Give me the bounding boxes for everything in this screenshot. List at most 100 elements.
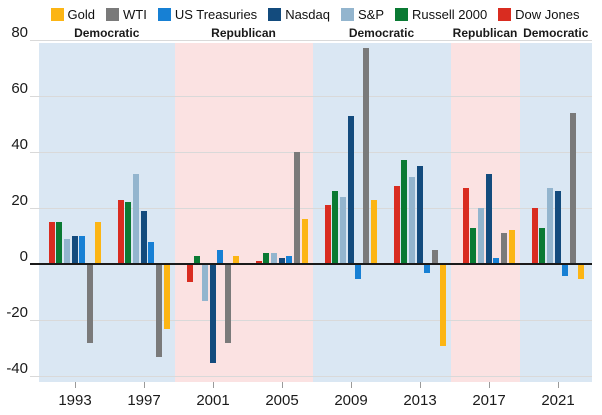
bar-us-treasuries-2013 [424, 265, 431, 274]
gridline [30, 376, 592, 377]
legend-item-us-treasuries: US Treasuries [157, 6, 258, 22]
bar-us-treasuries-2005 [286, 255, 293, 264]
legend-label: US Treasuries [174, 6, 258, 22]
y-axis-tick-label: -40 [6, 360, 28, 377]
legend-item-wti: WTI [105, 6, 147, 22]
party-band-republican [174, 43, 313, 382]
x-axis-tick-label: 2017 [472, 392, 506, 409]
legend-label: Dow Jones [515, 6, 580, 22]
legend-swatch-us-treasuries-icon [157, 7, 171, 21]
legend-label: WTI [122, 6, 147, 22]
legend-item-russell-2000: Russell 2000 [395, 7, 487, 22]
bar-us-treasuries-2001 [217, 250, 224, 264]
party-label: Republican [211, 26, 276, 40]
bar-wti-2001 [225, 265, 231, 344]
bar-nasdaq-2013 [416, 166, 423, 264]
bar-us-treasuries-2009 [355, 265, 362, 279]
bar-s-p-2005 [270, 252, 277, 264]
bar-wti-2009 [363, 48, 369, 264]
bar-russell-2000-2001 [194, 255, 201, 264]
bar-s-p-2017 [477, 208, 484, 264]
x-axis-tick-label: 2021 [541, 392, 575, 409]
bar-dow-jones-2017 [462, 188, 469, 264]
legend-item-gold: Gold [50, 6, 95, 22]
bar-russell-2000-2005 [263, 252, 270, 264]
legend-swatch-wti-icon [105, 7, 119, 21]
bar-wti-2013 [432, 250, 438, 264]
y-axis-tick-label: -20 [6, 304, 28, 321]
bar-dow-jones-2009 [324, 205, 331, 264]
bar-russell-2000-2017 [470, 227, 477, 264]
legend-item-dow-jones: Dow Jones [498, 7, 579, 22]
y-axis-tick-label: 0 [19, 248, 28, 265]
gridline [30, 320, 592, 321]
bar-us-treasuries-1993 [79, 236, 86, 264]
bar-nasdaq-2001 [209, 265, 216, 363]
party-label: Democratic [348, 26, 415, 40]
x-axis-tick-label: 1997 [127, 392, 161, 409]
x-axis-tick-label: 2009 [334, 392, 368, 409]
bar-dow-jones-2005 [255, 261, 262, 264]
party-label: Republican [452, 26, 518, 40]
bar-s-p-2001 [201, 265, 208, 302]
bar-gold-2017 [508, 230, 515, 264]
y-axis-tick-label: 80 [11, 24, 28, 41]
bar-dow-jones-2001 [186, 265, 193, 282]
bar-wti-2005 [294, 152, 300, 264]
bar-nasdaq-1993 [71, 236, 78, 264]
x-axis-tick [489, 382, 490, 388]
bar-gold-2021 [577, 265, 584, 279]
bar-nasdaq-2005 [278, 258, 285, 264]
bar-wti-2017 [501, 233, 507, 264]
party-label: Democratic [74, 26, 140, 40]
zero-axis-line [30, 263, 592, 265]
bar-gold-2013 [439, 265, 446, 347]
legend-item-s-p: S&P [341, 7, 384, 22]
legend-swatch-gold-icon [50, 7, 64, 21]
bar-dow-jones-1997 [117, 199, 124, 264]
x-axis-tick [282, 382, 283, 388]
bar-dow-jones-2021 [531, 208, 538, 264]
bar-gold-1993 [94, 222, 101, 264]
x-axis-tick-label: 2001 [196, 392, 230, 409]
bar-s-p-1993 [63, 238, 70, 264]
party-band-republican [450, 43, 520, 382]
legend-label: Gold [67, 6, 95, 22]
x-axis-tick [75, 382, 76, 388]
legend-item-nasdaq: Nasdaq [268, 7, 330, 22]
bar-gold-2001 [232, 255, 239, 264]
bar-russell-2000-2013 [401, 160, 408, 264]
gridline [30, 208, 592, 209]
bar-russell-2000-2021 [539, 227, 546, 264]
x-axis-tick [213, 382, 214, 388]
bar-us-treasuries-1997 [148, 241, 155, 264]
bar-s-p-2021 [546, 188, 553, 264]
bar-gold-1997 [163, 265, 170, 330]
legend-swatch-russell-2000-icon [395, 7, 409, 21]
bar-s-p-2009 [339, 196, 346, 264]
x-axis-tick [420, 382, 421, 388]
x-axis-tick-label: 1993 [58, 392, 92, 409]
party-label: Democratic [523, 26, 589, 40]
bar-nasdaq-2017 [485, 174, 492, 264]
y-axis-tick-label: 40 [11, 136, 28, 153]
bar-wti-1993 [87, 265, 93, 344]
legend-label: S&P [358, 6, 385, 22]
bar-nasdaq-2009 [347, 115, 354, 264]
bar-russell-2000-1997 [125, 202, 132, 264]
bar-us-treasuries-2017 [493, 258, 500, 264]
legend-swatch-s-p-icon [341, 7, 354, 21]
bar-gold-2009 [370, 199, 377, 264]
gridline [30, 96, 592, 97]
y-axis-tick-label: 60 [11, 80, 28, 97]
gridline [30, 40, 592, 41]
bar-russell-2000-2009 [332, 191, 339, 264]
legend-label: Russell 2000 [412, 6, 488, 22]
y-axis-tick-label: 20 [11, 192, 28, 209]
bar-dow-jones-2013 [393, 185, 400, 264]
legend-swatch-nasdaq-icon [268, 7, 282, 21]
party-band-democratic [39, 43, 175, 382]
x-axis-tick-label: 2005 [265, 392, 299, 409]
